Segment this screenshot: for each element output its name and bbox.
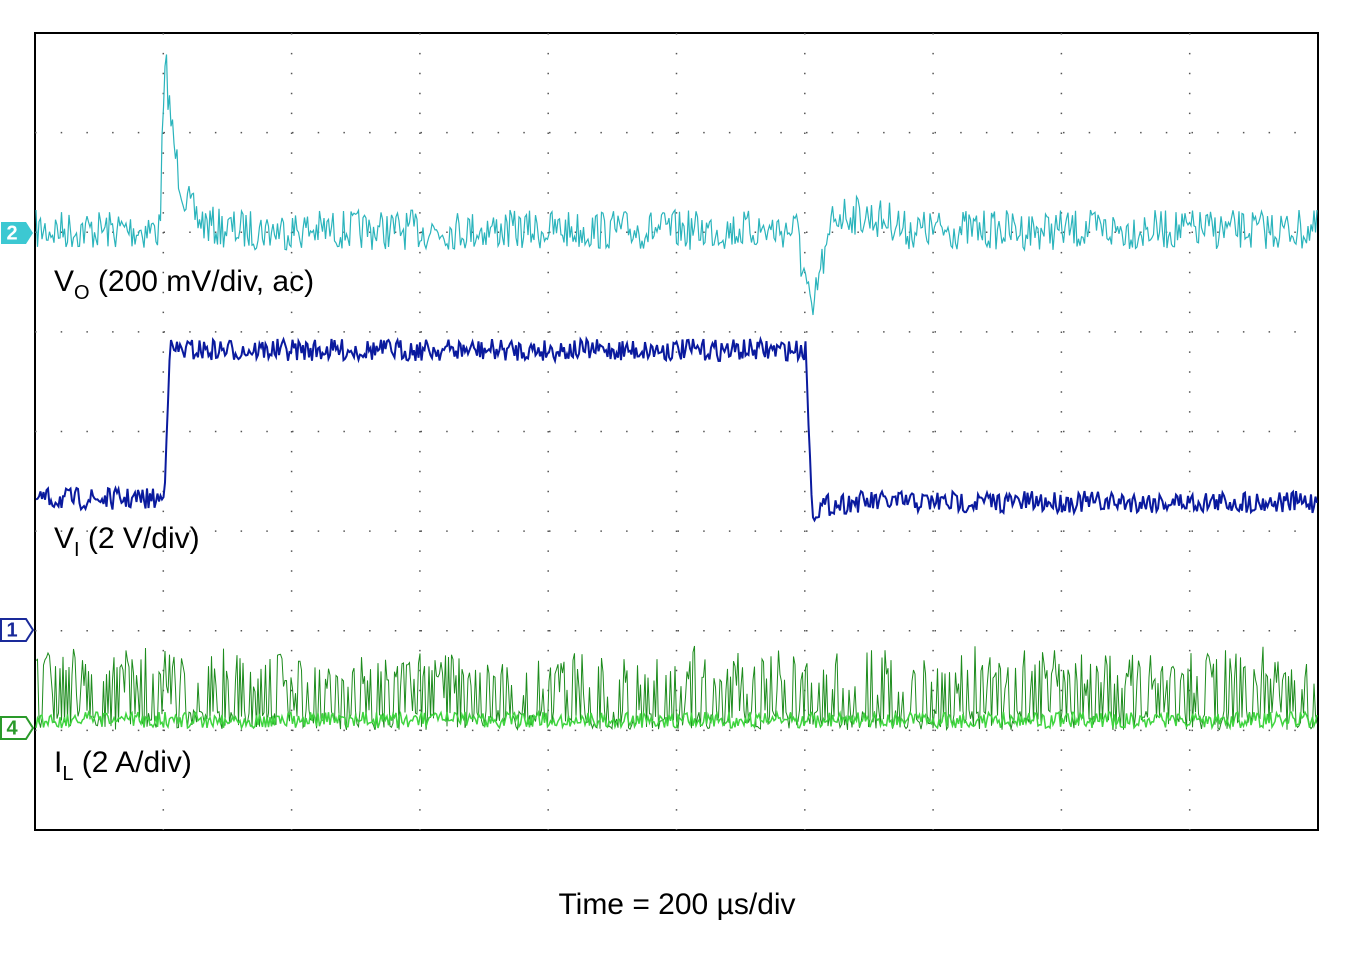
trace-label: VO (200 mV/div, ac)	[54, 265, 314, 304]
channel-marker-label: 2	[6, 222, 17, 244]
time-scale: Time = 200 µs/div	[558, 888, 795, 921]
trace-symbol: V	[54, 522, 74, 555]
waveform	[35, 709, 1318, 731]
channel-marker	[0, 716, 35, 740]
channel-marker-label: 4	[6, 717, 18, 739]
trace-scale: (2 A/div)	[73, 746, 191, 779]
trace-subscript: L	[62, 763, 73, 785]
trace-scale: (2 V/div)	[80, 522, 200, 555]
trace-symbol: V	[54, 265, 74, 298]
channel-marker	[0, 618, 35, 642]
channel-marker-label: 1	[6, 619, 17, 641]
channel-marker	[1, 222, 33, 244]
waveform	[35, 54, 1318, 316]
trace-subscript: I	[74, 539, 80, 561]
grid	[35, 33, 1318, 830]
trace-symbol: I	[54, 746, 62, 779]
trace-label: IL (2 A/div)	[54, 746, 192, 785]
waveforms	[35, 54, 1318, 732]
waveform	[35, 335, 1318, 523]
trace-scale: (200 mV/div, ac)	[90, 265, 315, 298]
trace-subscript: O	[74, 282, 90, 304]
trace-label: VI (2 V/div)	[54, 522, 200, 561]
waveform	[35, 645, 1318, 732]
